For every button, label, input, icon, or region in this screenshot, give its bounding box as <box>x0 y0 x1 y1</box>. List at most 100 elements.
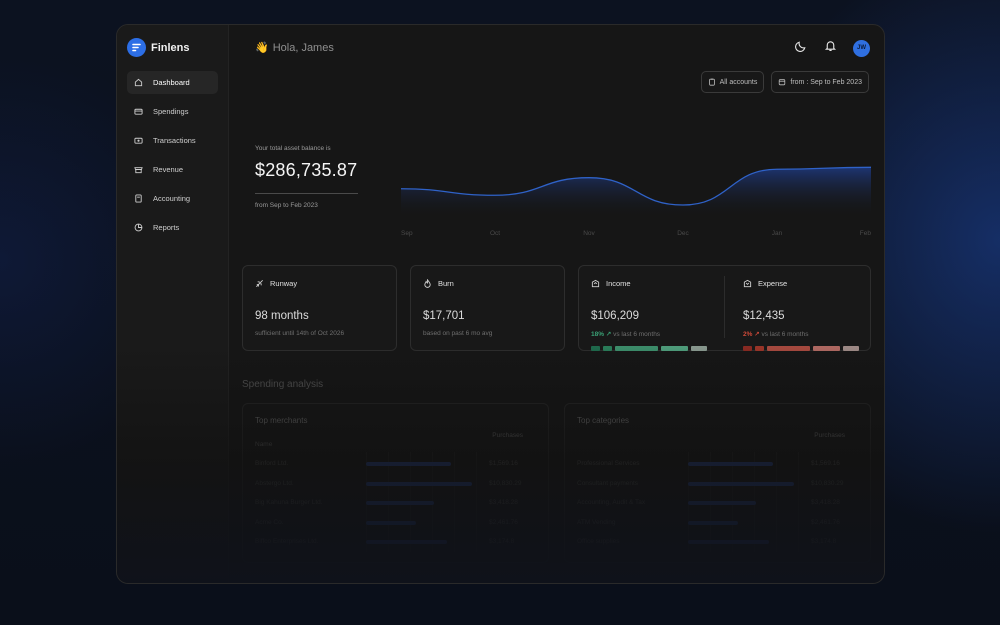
accounts-filter-label: All accounts <box>719 78 758 86</box>
name-column-header: Name <box>255 441 273 448</box>
row-value: $1,569.16 <box>811 460 840 467</box>
list-item[interactable]: Office supplies $3,174.8 <box>577 537 858 549</box>
card-title-text: Burn <box>438 279 454 288</box>
list-item[interactable]: Consultant payments $10,830.29 <box>577 479 858 491</box>
list-item[interactable]: Abstergo Ltd. $10,830.29 <box>255 479 536 491</box>
expense-compare: vs last 6 months <box>761 331 809 338</box>
top-categories-panel: Top categories Purchases Professional Se… <box>564 403 871 563</box>
row-bar <box>366 520 416 525</box>
income-value: $106,209 <box>591 310 639 322</box>
balance-summary: Your total asset balance is $286,735.87 … <box>255 145 358 209</box>
sidebar-item-reports[interactable]: Reports <box>127 216 218 239</box>
card-title-text: Expense <box>758 279 788 288</box>
list-item[interactable]: Acme Co. $2,461.76 <box>255 518 536 530</box>
chart-area-fill <box>401 167 871 218</box>
burn-title: Burn <box>423 279 454 288</box>
x-tick-label: Sep <box>401 230 413 237</box>
top-merchants-panel: Top merchants Purchases Name Binford Ltd… <box>242 403 549 563</box>
ledger-icon <box>135 194 142 203</box>
sidebar-item-spendings[interactable]: Spendings <box>127 100 218 123</box>
expense-change: 2% ↗ vs last 6 months <box>743 330 808 338</box>
sidebar-item-label: Revenue <box>153 165 184 174</box>
sidebar-item-transactions[interactable]: Transactions <box>127 129 218 152</box>
list-item[interactable]: Accounting, Audit & Tax $3,418.28 <box>577 498 858 510</box>
top-actions: JW <box>795 39 870 57</box>
card-title-text: Runway <box>270 279 298 288</box>
date-range-button[interactable]: from : Sep to Feb 2023 <box>771 71 869 93</box>
sidebar-item-label: Spendings <box>153 107 189 116</box>
date-range-label: from : Sep to Feb 2023 <box>790 78 862 86</box>
burn-sub: based on past 6 mo avg <box>423 330 493 337</box>
sidebar-item-accounting[interactable]: Accounting <box>127 187 218 210</box>
sidebar-item-dashboard[interactable]: Dashboard <box>127 71 218 94</box>
card-title-text: Income <box>606 279 631 288</box>
expense-title: Expense <box>743 279 787 288</box>
row-value: $3,174.8 <box>489 538 515 545</box>
avatar[interactable]: JW <box>853 39 870 57</box>
income-compare: vs last 6 months <box>613 331 661 338</box>
greeting: 👋 Hola, James <box>255 41 334 55</box>
runway-card[interactable]: Runway 98 months sufficient until 14th o… <box>242 265 397 351</box>
x-tick-label: Nov <box>583 230 595 237</box>
chart-series-line <box>401 166 871 206</box>
filter-bar: All accounts from : Sep to Feb 2023 <box>700 71 869 93</box>
x-tick-label: Oct <box>490 230 500 237</box>
runway-title: Runway <box>255 279 297 288</box>
list-item[interactable]: ATM Vending $2,461.76 <box>577 518 858 530</box>
row-bar <box>688 462 773 466</box>
row-value: $10,830.29 <box>489 479 522 487</box>
clipboard-icon <box>708 78 715 86</box>
row-value: $1,569.16 <box>489 460 518 467</box>
sidebar-item-label: Transactions <box>153 136 196 145</box>
runway-sub: sufficient until 14th of Oct 2026 <box>255 330 345 337</box>
row-bar <box>366 540 447 544</box>
x-tick-label: Jan <box>772 230 783 237</box>
moon-icon[interactable] <box>795 39 808 57</box>
row-value: $2,461.76 <box>811 518 840 526</box>
balance-value: $286,735.87 <box>255 160 358 180</box>
sidebar-item-label: Reports <box>153 223 180 232</box>
calendar-icon <box>779 79 786 86</box>
row-value: $3,174.8 <box>811 538 837 545</box>
row-name: Big Kahuna Burger Ltd. <box>255 499 323 506</box>
sidebar-item-revenue[interactable]: Revenue <box>127 158 218 181</box>
main-content: 👋 Hola, James JW All accounts from : Sep… <box>229 25 884 583</box>
row-name: Abstergo Ltd. <box>255 479 294 487</box>
spending-analysis-heading: Spending analysis <box>242 379 324 390</box>
brand[interactable]: Finlens <box>127 38 190 57</box>
income-pct: 18% <box>591 331 605 338</box>
finlens-logo-icon <box>127 38 146 57</box>
income-title: Income <box>591 279 631 288</box>
burn-value: $17,701 <box>423 310 465 322</box>
store-icon <box>134 167 143 174</box>
burn-card[interactable]: Burn $17,701 based on past 6 mo avg <box>410 265 565 351</box>
balance-area-chart: Sep Oct Nov Dec Jan Feb <box>401 166 871 237</box>
expense-pct: 2% <box>743 331 753 338</box>
wave-icon: 👋 <box>255 42 269 54</box>
divider <box>255 193 358 194</box>
row-bar <box>688 501 756 505</box>
list-item[interactable]: Professional Services $1,569.16 <box>577 459 858 471</box>
expense-value: $12,435 <box>743 310 785 322</box>
pie-icon <box>134 223 143 232</box>
income-expense-card[interactable]: Income $106,209 18% ↗ vs last 6 months <box>578 265 871 351</box>
list-item[interactable]: Big Kahuna Burger Ltd. $3,418.28 <box>255 498 536 510</box>
income-change: 18% ↗ vs last 6 months <box>591 330 660 338</box>
flame-icon <box>424 279 431 288</box>
purchases-column-header: Purchases <box>814 432 845 439</box>
sidebar: Finlens Dashboard Spendings Transactions… <box>117 25 229 583</box>
bell-icon[interactable] <box>824 39 837 57</box>
row-name: Consultant payments <box>577 479 639 487</box>
list-item[interactable]: Binford Ltd. $1,569.16 <box>255 459 536 471</box>
x-tick-label: Feb <box>860 230 871 237</box>
balance-label: Your total asset balance is <box>255 145 331 152</box>
accounts-filter-button[interactable]: All accounts <box>700 71 765 93</box>
row-name: Acme Co. <box>255 518 284 526</box>
trend-up-icon: ↗ <box>605 331 612 338</box>
app-window: Finlens Dashboard Spendings Transactions… <box>116 24 885 584</box>
list-item[interactable]: Biffco Enterprises Ltd. $3,174.8 <box>255 537 536 549</box>
panel-title: Top merchants <box>255 416 308 425</box>
row-bar <box>366 481 472 486</box>
row-value: $10,830.29 <box>811 479 844 487</box>
transfer-icon <box>134 137 143 144</box>
